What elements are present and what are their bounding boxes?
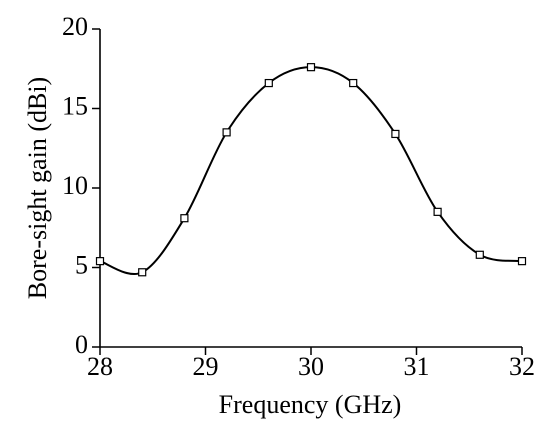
marker [475, 250, 484, 259]
x-tick-label: 31 [404, 352, 430, 381]
marker [433, 207, 442, 216]
x-tick-label: 32 [509, 352, 535, 381]
marker [391, 129, 400, 139]
marker [95, 257, 105, 266]
y-tick-label: 5 [75, 250, 88, 279]
marker [222, 128, 231, 137]
line [99, 66, 523, 275]
x-axis-label: Frequency (GHz) [219, 390, 402, 419]
y-tick-label: 20 [62, 12, 88, 41]
y-tick-label: 15 [62, 91, 88, 120]
x-tick-label: 30 [298, 352, 324, 381]
y-tick-label: 10 [62, 171, 88, 200]
y-tick-label: 0 [75, 330, 88, 359]
x-tick-label: 28 [87, 352, 113, 381]
marker [517, 257, 527, 266]
marker [349, 78, 358, 88]
marker [306, 63, 316, 72]
marker [138, 268, 147, 277]
y-axis-label: Bore-sight gain (dBi) [23, 77, 52, 299]
x-tick-label: 29 [193, 352, 219, 381]
marker [180, 214, 189, 223]
marker [264, 78, 273, 88]
